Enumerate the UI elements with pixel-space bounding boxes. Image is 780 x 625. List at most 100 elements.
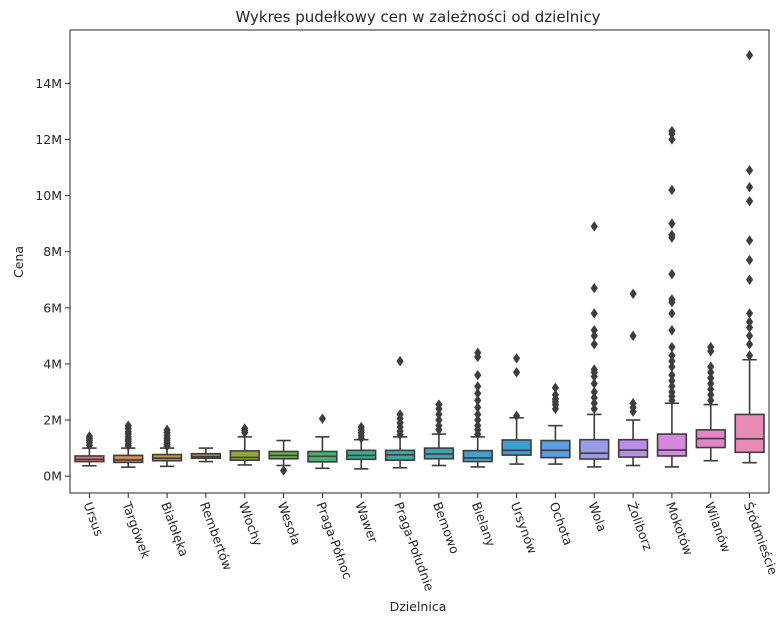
x-tick-label: Wilanów (702, 500, 734, 554)
box-9 (384, 355, 416, 469)
box-11 (462, 347, 493, 468)
chart-title: Wykres pudełkowy cen w zależności od dzi… (235, 8, 600, 26)
outlier-point (163, 424, 171, 436)
box-8 (346, 421, 377, 470)
outlier-point (668, 341, 676, 353)
outlier-point (668, 294, 676, 305)
iqr-box (501, 439, 532, 456)
outlier-point (629, 398, 637, 409)
outlier-point (512, 353, 521, 364)
outlier-point (590, 392, 598, 403)
outlier-point (551, 389, 560, 400)
outlier-point (745, 254, 754, 266)
x-tick-label: Żoliborz (624, 500, 655, 553)
iqr-box (462, 449, 493, 463)
x-tick-label: Bemowo (430, 500, 463, 556)
box-18 (734, 50, 765, 464)
outlier-point (474, 381, 482, 392)
box-2 (113, 420, 144, 468)
iqr-box (734, 413, 765, 454)
outlier-point (512, 410, 521, 422)
outlier-point (745, 350, 754, 361)
y-tick-label: 0M (43, 469, 62, 484)
boxes-group (74, 50, 765, 476)
outlier-point (474, 369, 482, 381)
outlier-point (668, 134, 676, 145)
outlier-point (590, 398, 598, 409)
iqr-box (617, 438, 649, 458)
outlier-point (590, 221, 598, 232)
box-5 (229, 423, 260, 466)
outlier-point (745, 330, 754, 342)
outlier-point (474, 388, 482, 399)
y-tick-label: 6M (43, 300, 62, 315)
outlier-point (590, 403, 598, 415)
box-4 (190, 447, 222, 463)
outlier-point (435, 409, 443, 420)
box-14 (579, 221, 610, 468)
outlier-point (707, 378, 715, 389)
outlier-point (668, 125, 676, 137)
outlier-point (590, 364, 598, 375)
y-tick-label: 4M (43, 356, 62, 371)
outlier-point (707, 341, 715, 353)
outlier-point (745, 235, 754, 246)
y-tick-label: 8M (43, 244, 62, 259)
outlier-point (745, 195, 754, 207)
outlier-point (474, 347, 482, 358)
iqr-box (579, 438, 610, 460)
outlier-point (629, 288, 637, 299)
outlier-point (745, 274, 754, 285)
box-17 (695, 341, 726, 462)
outlier-point (590, 282, 598, 294)
outlier-point (396, 409, 404, 420)
outlier-point (745, 165, 754, 176)
outlier-point (629, 330, 637, 342)
x-tick-label: Wawer (352, 500, 381, 546)
box-13 (540, 382, 571, 465)
y-axis: 0M 2M 4M 6M 8M 10M 12M 14M (35, 76, 70, 484)
box-1 (74, 431, 105, 467)
outlier-point (590, 330, 598, 342)
x-tick-label: Włochy (236, 500, 266, 549)
outlier-point (668, 350, 676, 361)
y-tick-label: 2M (43, 413, 62, 428)
outlier-point (745, 339, 754, 350)
plot-frame (69, 29, 770, 494)
outlier-point (124, 420, 132, 431)
outlier-point (474, 402, 482, 413)
outlier-point (435, 399, 443, 410)
outlier-point (551, 382, 560, 393)
x-axis-label: Dzielnica (390, 599, 447, 614)
outlier-point (590, 378, 598, 389)
x-tick-label: Targówek (119, 499, 154, 561)
outlier-point (435, 420, 443, 431)
outlier-point (707, 389, 715, 400)
outlier-point (279, 465, 288, 476)
y-tick-label: 10M (35, 188, 62, 203)
outlier-point (357, 421, 365, 433)
outlier-point (590, 339, 598, 350)
y-axis-label: Cena (11, 246, 26, 278)
x-tick-label: Ochota (547, 500, 576, 547)
outlier-point (707, 367, 715, 378)
box-3 (151, 424, 183, 468)
outlier-point (590, 325, 598, 336)
outlier-point (707, 361, 715, 372)
outlier-point (668, 369, 676, 381)
x-tick-label: Praga-Południe (391, 500, 437, 593)
box-6 (268, 439, 299, 476)
box-7 (307, 413, 338, 470)
iqr-box (656, 433, 688, 457)
outlier-point (745, 322, 754, 333)
x-tick-label: Wola (585, 500, 610, 534)
outlier-point (668, 325, 676, 336)
x-tick-label: Rembertów (197, 500, 236, 572)
outlier-point (745, 308, 754, 319)
x-tick-label: Praga-Północ (314, 500, 356, 581)
outlier-point (590, 308, 598, 319)
outlier-point (512, 367, 521, 378)
outlier-point (668, 268, 676, 280)
y-tick-label: 12M (35, 132, 62, 147)
